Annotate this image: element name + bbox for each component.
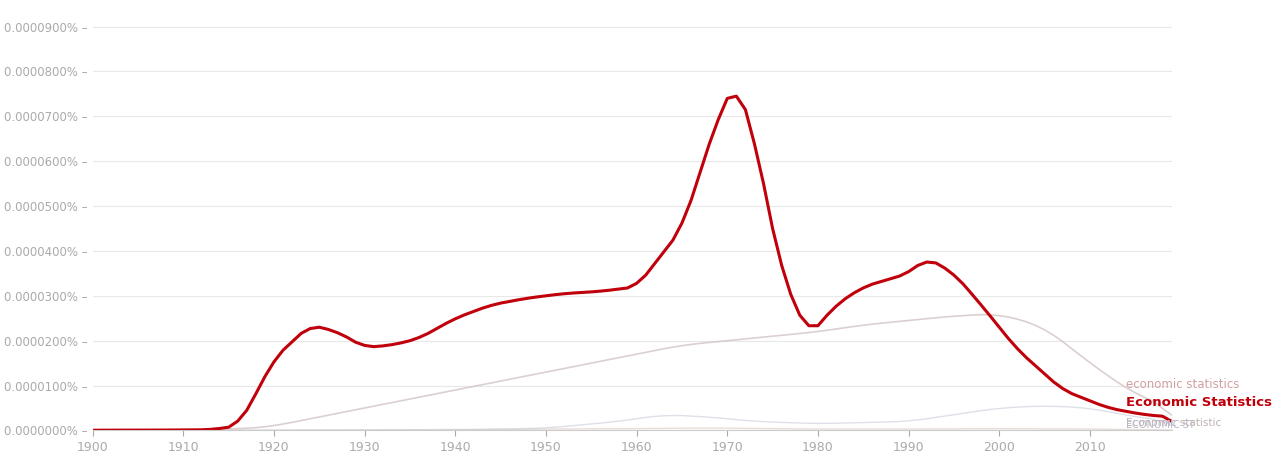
Text: Economic Statistics: Economic Statistics <box>1126 397 1272 409</box>
Text: Economic statistic: Economic statistic <box>1126 418 1221 428</box>
Text: economic statistics: economic statistics <box>1126 377 1239 391</box>
Text: ECONOMIC ST: ECONOMIC ST <box>1126 420 1196 430</box>
